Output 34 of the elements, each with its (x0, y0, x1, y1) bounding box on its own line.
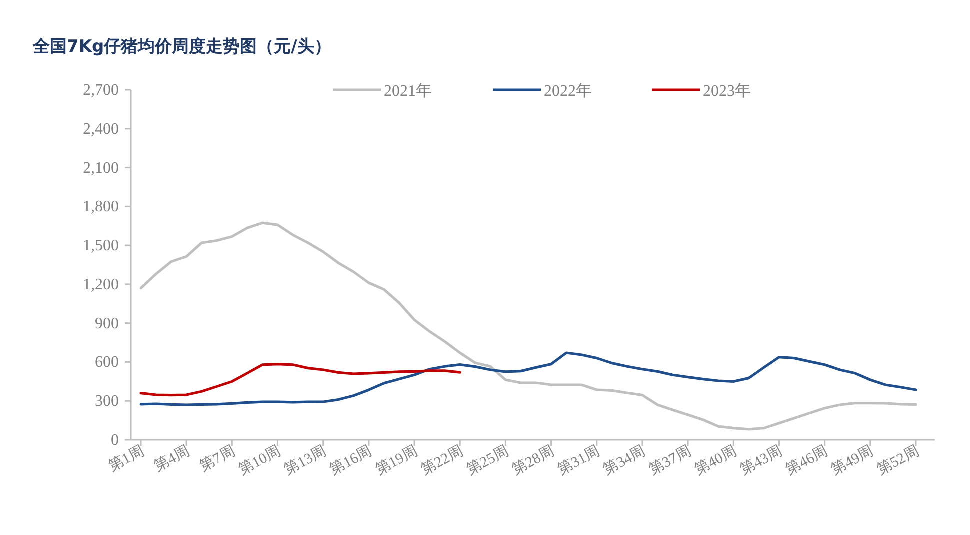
line-series (140, 222, 918, 431)
x-tick-label: 第40周 (692, 442, 740, 479)
x-tick-label: 第10周 (236, 442, 284, 479)
line-series (140, 363, 462, 397)
x-tick-label: 第28周 (509, 442, 558, 479)
x-tick-label: 第25周 (464, 442, 512, 479)
y-tick-label: 0 (111, 432, 119, 449)
line-series (140, 352, 918, 406)
x-tick-label: 第37周 (646, 442, 694, 479)
x-tick-label: 第43周 (737, 442, 786, 479)
legend-label: 2022年 (544, 83, 592, 100)
x-tick-label: 第4周 (151, 442, 192, 476)
x-tick-label: 第46周 (782, 442, 831, 479)
x-tick-label: 第16周 (327, 442, 375, 479)
x-tick-label: 第49周 (828, 442, 876, 479)
y-tick-label: 300 (95, 393, 119, 410)
y-tick-label: 2,100 (83, 160, 119, 177)
y-tick-label: 1,500 (83, 238, 119, 255)
y-tick-label: 600 (95, 354, 119, 372)
x-tick-label: 第13周 (282, 442, 330, 479)
x-tick-label: 第22周 (418, 442, 466, 479)
y-tick-label: 1,800 (83, 198, 119, 216)
y-tick-label: 900 (95, 315, 119, 332)
y-tick-label: 2,400 (83, 120, 119, 138)
legend-label: 2021年 (384, 83, 432, 100)
x-tick-label: 第52周 (874, 442, 922, 479)
y-tick-label: 2,700 (83, 82, 119, 99)
y-tick-label: 1,200 (83, 276, 119, 294)
chart-title: 全国7Kg仔猪均价周度走势图（元/头） (32, 37, 332, 57)
x-tick-label: 第31周 (555, 442, 603, 479)
x-tick-label: 第19周 (372, 442, 420, 479)
x-tick-label: 第7周 (196, 442, 238, 476)
x-tick-label: 第34周 (600, 442, 648, 479)
legend-label: 2023年 (703, 83, 751, 100)
